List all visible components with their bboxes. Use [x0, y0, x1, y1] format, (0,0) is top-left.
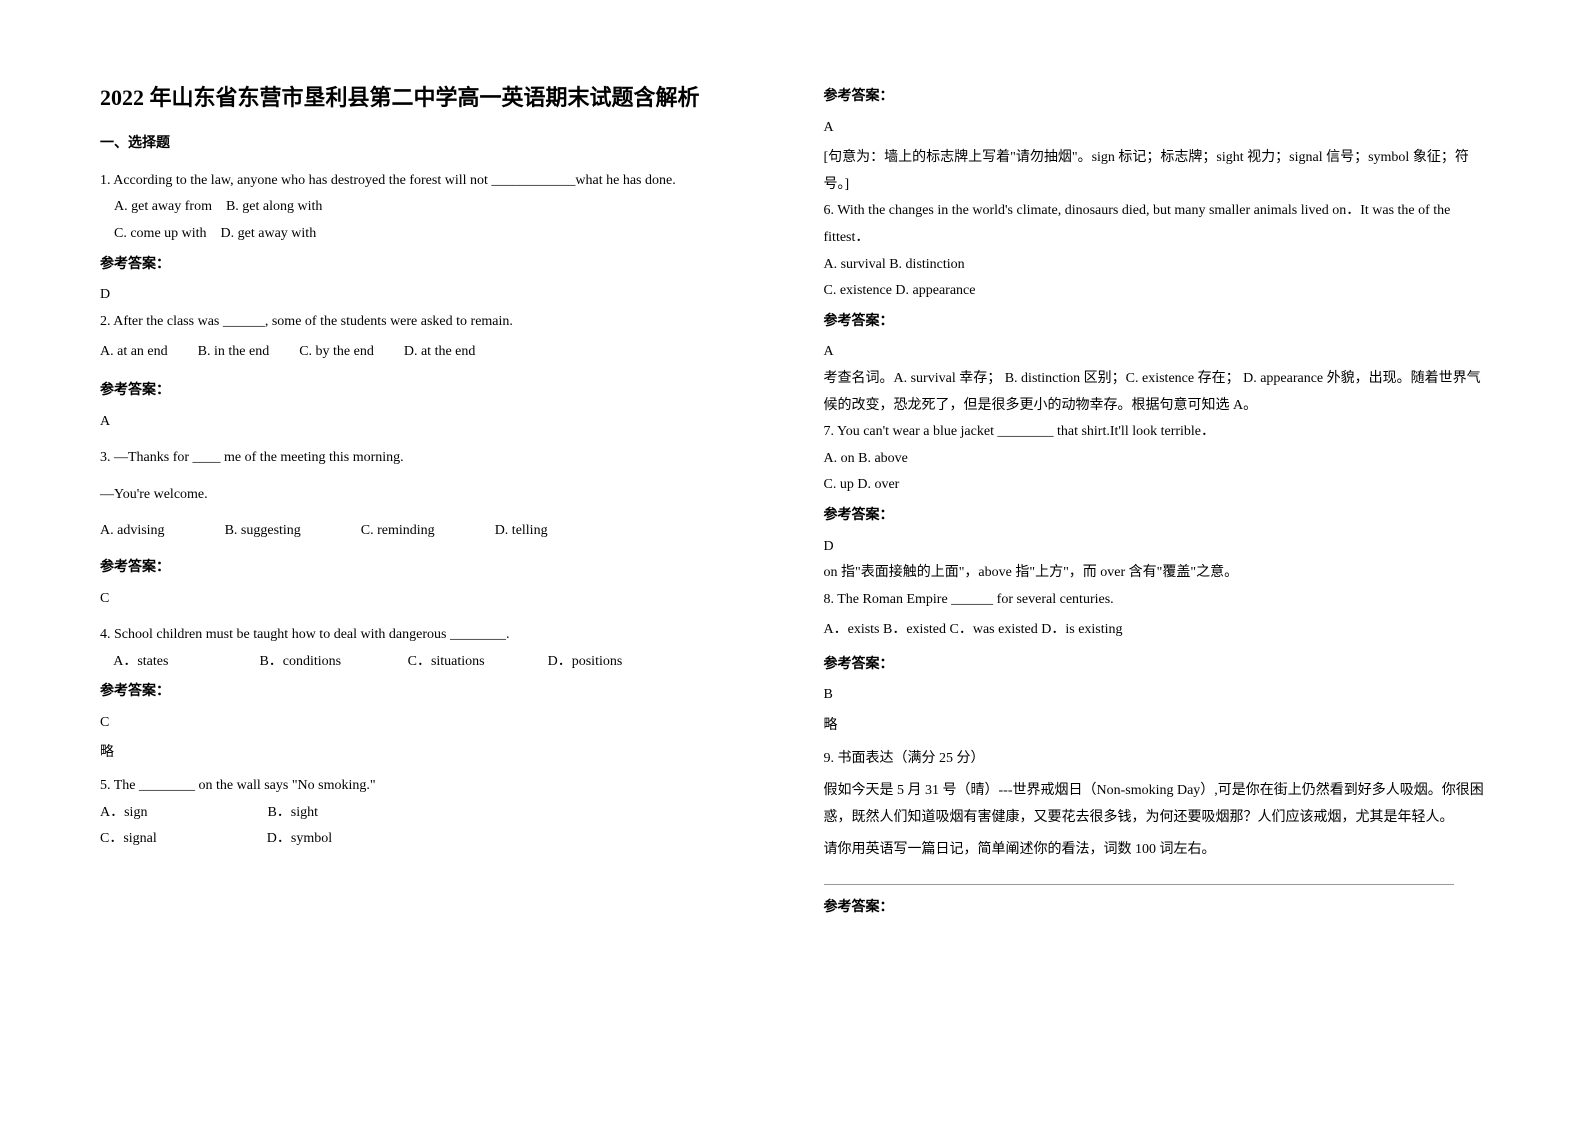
- q2-optB: B. in the end: [198, 339, 270, 366]
- q7-expl: on 指"表面接触的上面"，above 指"上方"，而 over 含有"覆盖"之…: [824, 560, 1488, 587]
- q7-ans-label: 参考答案：: [824, 503, 1488, 530]
- q6-stem: 6. With the changes in the world's clima…: [824, 198, 1488, 251]
- q1-optD: D. get away with: [221, 226, 317, 241]
- q8-note: 略: [824, 713, 1488, 740]
- q9-p2: 请你用英语写一篇日记，简单阐述你的看法，词数 100 词左右。: [824, 837, 1488, 864]
- question-2: 2. After the class was ______, some of t…: [100, 309, 764, 435]
- q2-optA: A. at an end: [100, 339, 168, 366]
- q3-optA: A. advising: [100, 518, 165, 545]
- q5-stem: 5. The ________ on the wall says "No smo…: [100, 773, 764, 800]
- q6-ans: A: [824, 339, 1488, 366]
- q1-stem: 1. According to the law, anyone who has …: [100, 168, 764, 195]
- q4-ans: C: [100, 710, 764, 737]
- q5-row1: A．sign B．sight: [100, 800, 764, 827]
- q8-opts: A．exists B．existed C．was existed D．is ex…: [824, 617, 1488, 644]
- q9-stem: 9. 书面表达（满分 25 分）: [824, 746, 1488, 773]
- q7-line2: C. up D. over: [824, 472, 1488, 499]
- question-1: 1. According to the law, anyone who has …: [100, 168, 764, 309]
- question-6: 6. With the changes in the world's clima…: [824, 198, 1488, 419]
- q1-optC: C. come up with: [114, 226, 207, 241]
- q2-optC: C. by the end: [299, 339, 374, 366]
- q3-optC: C. reminding: [361, 518, 435, 545]
- q4-stem: 4. School children must be taught how to…: [100, 622, 764, 649]
- q5c-ans-label: 参考答案：: [824, 84, 1488, 111]
- q2-ans-label: 参考答案：: [100, 378, 764, 405]
- question-4: 4. School children must be taught how to…: [100, 622, 764, 767]
- section-heading: 一、选择题: [100, 131, 764, 158]
- q2-opts: A. at an end B. in the end C. by the end…: [100, 339, 764, 366]
- q1-ans: D: [100, 282, 764, 309]
- question-5: 5. The ________ on the wall says "No smo…: [100, 773, 764, 853]
- q1-row2: C. come up with D. get away with: [100, 221, 764, 248]
- question-7: 7. You can't wear a blue jacket ________…: [824, 419, 1488, 587]
- q3-optB: B. suggesting: [225, 518, 301, 545]
- q7-ans: D: [824, 534, 1488, 561]
- question-3: 3. —Thanks for ____ me of the meeting th…: [100, 445, 764, 612]
- q9-p1: 假如今天是 5 月 31 号（晴）---世界戒烟日（Non-smoking Da…: [824, 778, 1488, 831]
- q5c-ans: A: [824, 115, 1488, 142]
- q2-optD: D. at the end: [404, 339, 476, 366]
- right-column: 参考答案： A [句意为：墙上的标志牌上写着"请勿抽烟"。sign 标记；标志牌…: [824, 80, 1488, 1042]
- q6-line2: C. existence D. appearance: [824, 278, 1488, 305]
- q3-ans-label: 参考答案：: [100, 555, 764, 582]
- q1-ans-label: 参考答案：: [100, 252, 764, 279]
- q4-opts: A．states B．conditions C．situations D．pos…: [100, 649, 764, 676]
- q5-row2: C．signal D．symbol: [100, 826, 764, 853]
- q6-ans-label: 参考答案：: [824, 309, 1488, 336]
- q3-optD: D. telling: [495, 518, 548, 545]
- q4-ans-label: 参考答案：: [100, 679, 764, 706]
- question-9: 9. 书面表达（满分 25 分） 假如今天是 5 月 31 号（晴）---世界戒…: [824, 746, 1488, 922]
- question-8: 8. The Roman Empire ______ for several c…: [824, 587, 1488, 740]
- writing-line: [824, 884, 1454, 885]
- q1-row1: A. get away from B. get along with: [100, 194, 764, 221]
- q5-optD: D．symbol: [267, 826, 332, 853]
- q5-optC: C．signal: [100, 826, 157, 853]
- q2-stem: 2. After the class was ______, some of t…: [100, 309, 764, 336]
- q5c-expl: [句意为：墙上的标志牌上写着"请勿抽烟"。sign 标记；标志牌；sight 视…: [824, 145, 1488, 198]
- q3-line2: —You're welcome.: [100, 482, 764, 509]
- q8-ans-label: 参考答案：: [824, 652, 1488, 679]
- q6-expl: 考查名词。A. survival 幸存； B. distinction 区别；C…: [824, 366, 1488, 419]
- q7-stem: 7. You can't wear a blue jacket ________…: [824, 419, 1488, 446]
- q8-stem: 8. The Roman Empire ______ for several c…: [824, 587, 1488, 614]
- q3-stem: 3. —Thanks for ____ me of the meeting th…: [100, 445, 764, 472]
- page-title: 2022 年山东省东营市垦利县第二中学高一英语期末试题含解析: [100, 80, 764, 115]
- q3-ans: C: [100, 586, 764, 613]
- q5-optB: B．sight: [267, 800, 318, 827]
- q1-optA: A. get away from: [114, 199, 212, 214]
- q4-note: 略: [100, 740, 764, 767]
- q7-line1: A. on B. above: [824, 446, 1488, 473]
- q8-ans: B: [824, 682, 1488, 709]
- q6-line1: A. survival B. distinction: [824, 252, 1488, 279]
- q9-ans-label: 参考答案：: [824, 895, 1488, 922]
- left-column: 2022 年山东省东营市垦利县第二中学高一英语期末试题含解析 一、选择题 1. …: [100, 80, 764, 1042]
- q1-optB: B. get along with: [226, 199, 322, 214]
- q3-opts: A. advising B. suggesting C. reminding D…: [100, 518, 764, 545]
- q5-optA: A．sign: [100, 800, 147, 827]
- q2-ans: A: [100, 409, 764, 436]
